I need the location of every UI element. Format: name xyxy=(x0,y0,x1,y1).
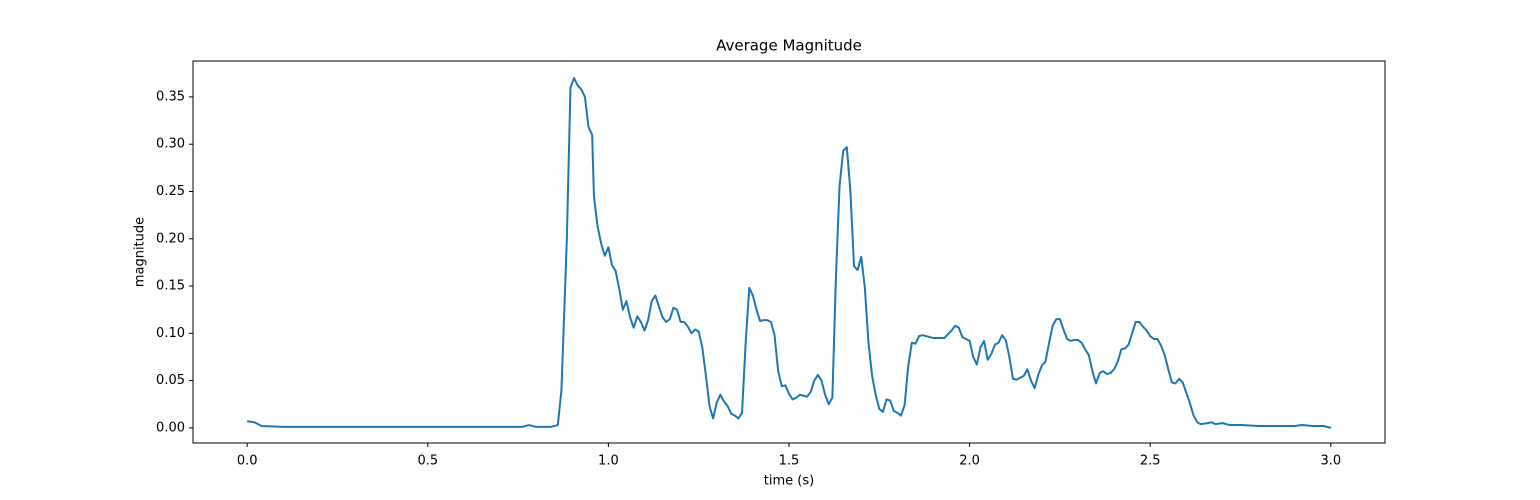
x-tick-label: 1.5 xyxy=(779,454,800,469)
data-line xyxy=(247,77,1332,429)
x-tick-label: 3.0 xyxy=(1320,454,1341,469)
x-tick-label: 2.5 xyxy=(1140,454,1161,469)
y-tick-label: 0.10 xyxy=(156,326,185,341)
x-tick-label: 1.0 xyxy=(598,454,619,469)
y-tick-label: 0.30 xyxy=(156,137,185,152)
x-tick-label: 2.0 xyxy=(959,454,980,469)
x-tick-label: 0.5 xyxy=(417,454,438,469)
chart-title: Average Magnitude xyxy=(716,37,862,55)
y-tick-label: 0.00 xyxy=(156,420,185,435)
y-axis-label: magnitude xyxy=(133,217,148,287)
y-tick-label: 0.20 xyxy=(156,231,185,246)
y-tick-label: 0.15 xyxy=(156,279,185,294)
x-axis-label: time (s) xyxy=(764,474,814,489)
y-tick-label: 0.35 xyxy=(156,89,185,104)
x-tick-label: 0.0 xyxy=(237,454,258,469)
y-tick-label: 0.25 xyxy=(156,184,185,199)
y-tick-label: 0.05 xyxy=(156,373,185,388)
plot-frame xyxy=(192,60,1386,444)
